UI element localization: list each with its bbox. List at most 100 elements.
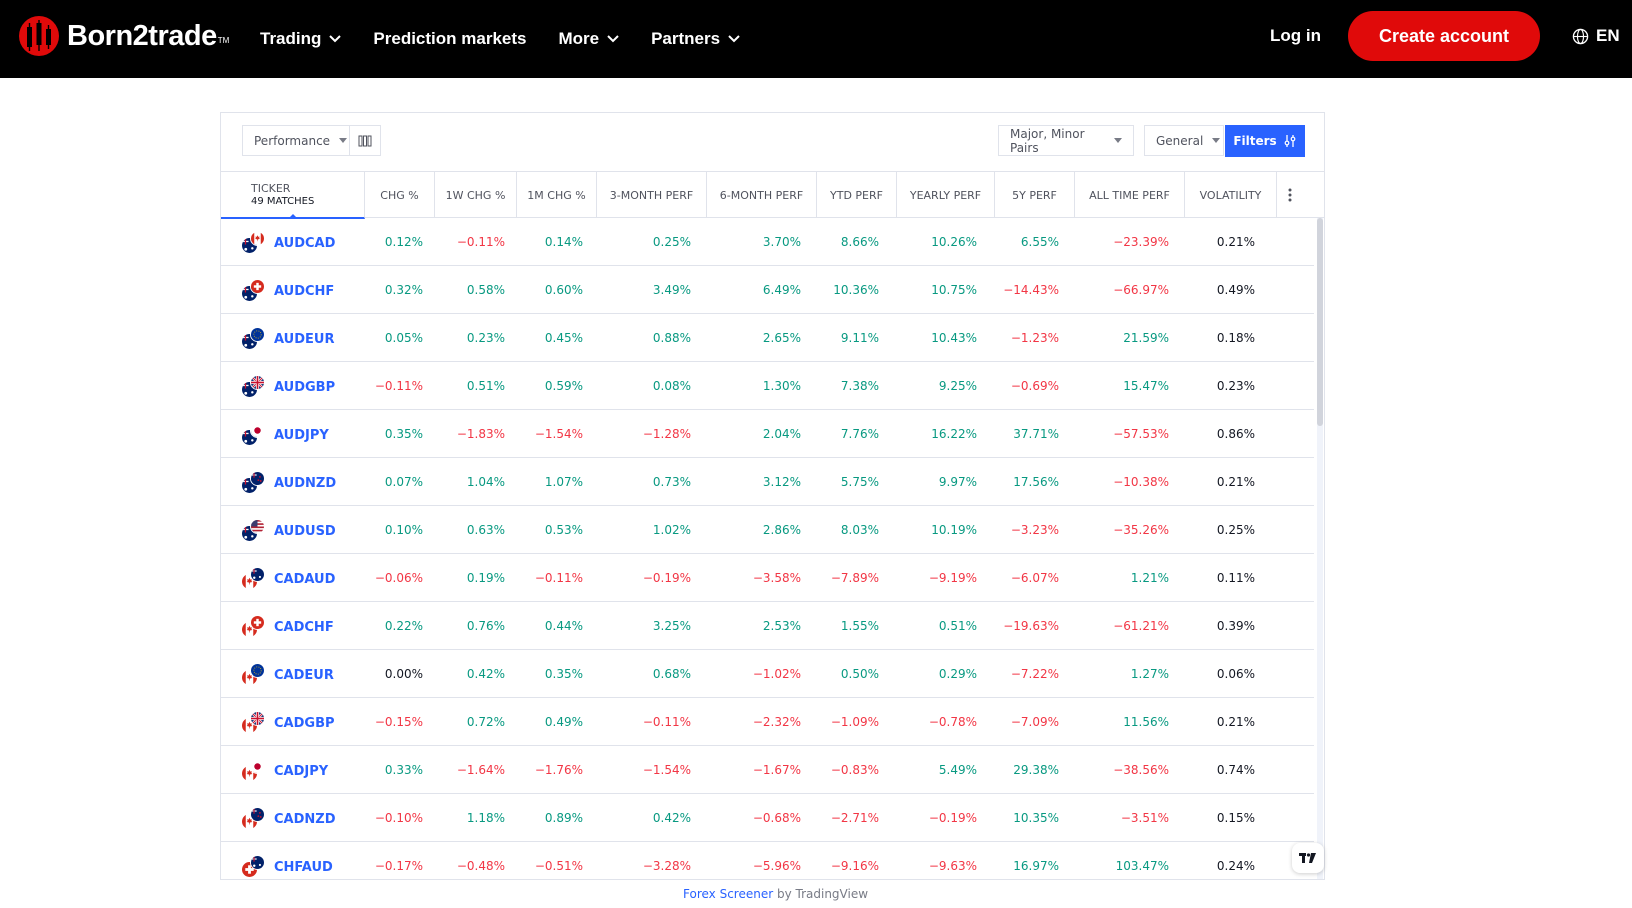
market-select[interactable]: Major, Minor Pairs: [998, 125, 1134, 156]
value-cell: −9.16%: [830, 859, 879, 873]
column-header-yearly-perf[interactable]: Yearly Perf: [897, 172, 995, 218]
value-cell: 0.42%: [466, 667, 505, 681]
view-select[interactable]: Performance: [242, 125, 350, 156]
ticker-cell[interactable]: AUDEUR: [241, 327, 334, 351]
nav-prediction-markets[interactable]: Prediction markets: [373, 29, 526, 49]
nav-partners[interactable]: Partners: [651, 29, 740, 49]
sort-indicator-icon: [289, 214, 297, 218]
nav-trading[interactable]: Trading: [260, 29, 342, 49]
brand-logo[interactable]: Born2trade TM: [18, 15, 229, 57]
column-header-chg[interactable]: CHG %: [365, 172, 435, 218]
ticker-link[interactable]: AUDNZD: [274, 475, 337, 491]
ticker-link[interactable]: AUDGBP: [274, 379, 336, 395]
value-cell: 0.50%: [840, 667, 879, 681]
value-cell: 0.63%: [466, 523, 505, 537]
login-link[interactable]: Log in: [1270, 26, 1321, 45]
table-row[interactable]: AUDGBP −0.11% 0.51% 0.59% 0.08% 1.30% 7.38% 9.2…: [221, 362, 1314, 410]
ticker-cell[interactable]: CADCHF: [241, 615, 334, 639]
table-row[interactable]: AUDNZD 0.07% 1.04% 1.07% 0.73% 3.12% 5.75% 9.97…: [221, 458, 1314, 506]
table-row[interactable]: AUDCHF 0.32% 0.58% 0.60% 3.49% 6.49% 10.36% 10.…: [221, 266, 1314, 314]
table-row[interactable]: CADNZD −0.10% 1.18% 0.89% 0.42% −0.68% −2.71% −…: [221, 794, 1314, 842]
table-row[interactable]: CADCHF 0.22% 0.76% 0.44% 3.25% 2.53% 1.55% 0.51…: [221, 602, 1314, 650]
column-header-ticker[interactable]: Ticker 49 matches: [221, 172, 365, 219]
ticker-cell[interactable]: AUDJPY: [241, 423, 329, 447]
ticker-link[interactable]: AUDUSD: [274, 523, 336, 539]
table-row[interactable]: CADAUD −0.06% 0.19% −0.11% −0.19% −3.58% −7.89…: [221, 554, 1314, 602]
column-header-6m-perf[interactable]: 6-Month Perf: [707, 172, 817, 218]
nav-more-label: More: [558, 29, 600, 48]
column-header-ytd-perf[interactable]: YTD Perf: [817, 172, 897, 218]
chevron-down-icon: [607, 35, 619, 43]
table-row[interactable]: AUDUSD 0.10% 0.63% 0.53% 1.02% 2.86% 8.03% 10.1…: [221, 506, 1314, 554]
value-cell: −14.43%: [1003, 283, 1059, 297]
table-row[interactable]: CADEUR 0.00% 0.42% 0.35% 0.68% −1.02% 0.50% 0.2…: [221, 650, 1314, 698]
value-cell: −66.97%: [1113, 283, 1169, 297]
column-header-volatility[interactable]: Volatility: [1185, 172, 1277, 218]
ticker-link[interactable]: CADCHF: [274, 619, 334, 635]
table-row[interactable]: CADJPY 0.33% −1.64% −1.76% −1.54% −1.67% −0.83…: [221, 746, 1314, 794]
value-cell: −0.78%: [928, 715, 977, 729]
ticker-cell[interactable]: CADJPY: [241, 759, 328, 783]
column-header-1w-chg[interactable]: 1W CHG %: [435, 172, 517, 218]
ticker-link[interactable]: AUDJPY: [274, 427, 329, 443]
ticker-link[interactable]: CADNZD: [274, 811, 336, 827]
ticker-cell[interactable]: AUDCHF: [241, 279, 334, 303]
column-header-all-time-perf[interactable]: All Time Perf: [1075, 172, 1185, 218]
column-setup-button[interactable]: [349, 125, 381, 156]
ticker-link[interactable]: CADJPY: [274, 763, 329, 779]
value-cell: −0.68%: [752, 811, 801, 825]
ticker-cell[interactable]: CADGBP: [241, 711, 335, 735]
currency-pair-flags-icon: [241, 807, 265, 831]
currency-pair-flags-icon: [241, 423, 265, 447]
ticker-cell[interactable]: CADAUD: [241, 567, 335, 591]
value-cell: −5.96%: [752, 859, 801, 873]
language-selector[interactable]: EN: [1572, 26, 1620, 46]
create-account-button[interactable]: Create account: [1348, 11, 1540, 61]
tradingview-badge[interactable]: [1292, 843, 1324, 873]
ticker-link[interactable]: CADAUD: [274, 571, 336, 587]
forex-screener-link[interactable]: Forex Screener: [683, 887, 774, 901]
scrollbar-track[interactable]: [1317, 218, 1323, 879]
more-options-button[interactable]: [1271, 172, 1309, 218]
caret-down-icon: [339, 138, 348, 143]
value-cell: 0.33%: [384, 763, 423, 777]
ticker-cell[interactable]: CADNZD: [241, 807, 336, 831]
table-row[interactable]: CADGBP −0.15% 0.72% 0.49% −0.11% −2.32% −1.09%…: [221, 698, 1314, 746]
value-cell: 0.18%: [1216, 331, 1255, 345]
column-header-1m-chg[interactable]: 1M CHG %: [517, 172, 597, 218]
value-cell: 3.25%: [652, 619, 691, 633]
value-cell: 1.02%: [652, 523, 691, 537]
ticker-cell[interactable]: AUDUSD: [241, 519, 336, 543]
table-row[interactable]: AUDEUR 0.05% 0.23% 0.45% 0.88% 2.65% 9.11% 10.4…: [221, 314, 1314, 362]
value-cell: 11.56%: [1123, 715, 1169, 729]
nav-more[interactable]: More: [558, 29, 619, 49]
filters-button[interactable]: Filters: [1225, 125, 1305, 157]
value-cell: −0.11%: [456, 235, 505, 249]
ticker-cell[interactable]: CHFAUD: [241, 855, 333, 879]
table-row[interactable]: CHFAUD −0.17% −0.48% −0.51% −3.28% −5.96% −9.1…: [221, 842, 1314, 879]
gb-flag-icon: [250, 711, 265, 726]
value-cell: 7.76%: [840, 427, 879, 441]
ticker-cell[interactable]: CADEUR: [241, 663, 334, 687]
ticker-link[interactable]: CADEUR: [274, 667, 334, 683]
ticker-link[interactable]: AUDCAD: [274, 235, 336, 251]
value-cell: 2.53%: [762, 619, 801, 633]
ticker-link[interactable]: CHFAUD: [274, 859, 333, 875]
table-row[interactable]: AUDJPY 0.35% −1.83% −1.54% −1.28% 2.04% 7.76% 1…: [221, 410, 1314, 458]
value-cell: −0.11%: [374, 379, 423, 393]
column-header-3m-perf[interactable]: 3-Month Perf: [597, 172, 707, 218]
value-cell: −1.54%: [534, 427, 583, 441]
scrollbar-thumb[interactable]: [1317, 218, 1323, 426]
filters-label: Filters: [1233, 134, 1277, 148]
ticker-cell[interactable]: AUDNZD: [241, 471, 336, 495]
table-row[interactable]: AUDCAD 0.12% −0.11% 0.14% 0.25% 3.70% 8.66% 10.…: [221, 218, 1314, 266]
ticker-link[interactable]: AUDEUR: [274, 331, 335, 347]
ticker-cell[interactable]: AUDGBP: [241, 375, 335, 399]
value-cell: −7.09%: [1010, 715, 1059, 729]
ticker-link[interactable]: AUDCHF: [274, 283, 335, 299]
nav-trading-label: Trading: [260, 29, 322, 48]
category-select[interactable]: General: [1144, 125, 1224, 156]
column-header-5y-perf[interactable]: 5Y Perf: [995, 172, 1075, 218]
ticker-cell[interactable]: AUDCAD: [241, 231, 335, 255]
ticker-link[interactable]: CADGBP: [274, 715, 335, 731]
